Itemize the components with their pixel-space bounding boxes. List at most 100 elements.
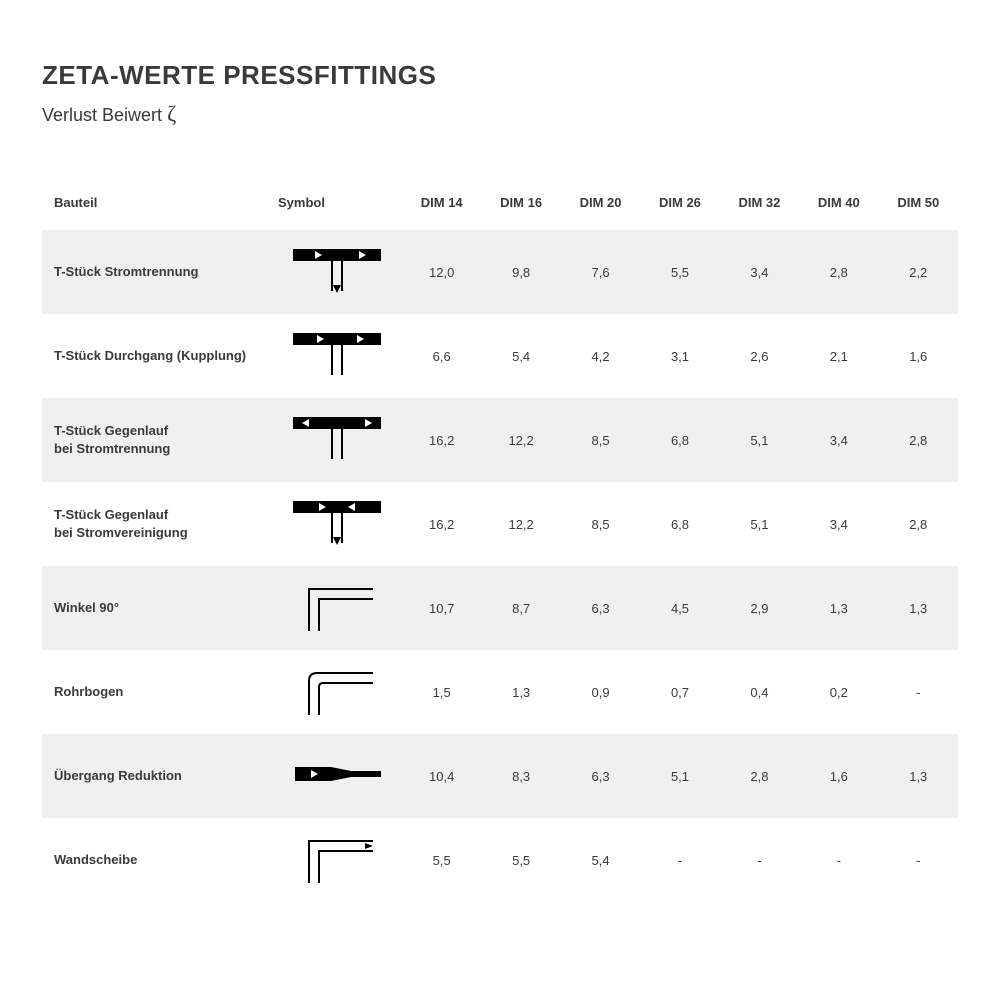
cell-value: 0,9	[561, 650, 640, 734]
cell-value: 5,4	[561, 818, 640, 902]
cell-value: 2,8	[799, 230, 878, 314]
elbow-90-icon	[287, 623, 387, 638]
cell-value: 6,8	[640, 482, 719, 566]
table-row: Winkel 90°10,78,76,34,52,91,31,3	[42, 566, 958, 650]
cell-value: -	[799, 818, 878, 902]
cell-value: -	[879, 818, 958, 902]
header-dim-40: DIM 40	[799, 185, 878, 230]
cell-value: -	[640, 818, 719, 902]
cell-value: 1,3	[879, 734, 958, 818]
cell-symbol	[272, 650, 402, 734]
cell-value: 10,4	[402, 734, 481, 818]
cell-symbol	[272, 230, 402, 314]
cell-value: 2,9	[720, 566, 799, 650]
cell-value: 1,6	[879, 314, 958, 398]
cell-symbol	[272, 398, 402, 482]
cell-value: 4,5	[640, 566, 719, 650]
cell-bauteil: T-Stück Gegenlaufbei Stromtrennung	[42, 398, 272, 482]
header-dim-16: DIM 16	[481, 185, 560, 230]
pipe-bend-icon	[287, 707, 387, 722]
reducer-icon	[287, 791, 387, 806]
cell-value: 3,4	[720, 230, 799, 314]
cell-value: 1,5	[402, 650, 481, 734]
header-dim-14: DIM 14	[402, 185, 481, 230]
cell-value: 2,1	[799, 314, 878, 398]
table-row: Rohrbogen 1,51,30,90,70,40,2-	[42, 650, 958, 734]
table-row: Übergang Reduktion 10,48,36,35,12,81,61,3	[42, 734, 958, 818]
cell-value: 2,8	[879, 398, 958, 482]
table-row: T-Stück Gegenlaufbei Stromvereinigung 16,…	[42, 482, 958, 566]
cell-symbol	[272, 314, 402, 398]
zeta-table: Bauteil Symbol DIM 14 DIM 16 DIM 20 DIM …	[42, 185, 958, 902]
cell-bauteil: T-Stück Gegenlaufbei Stromvereinigung	[42, 482, 272, 566]
cell-symbol	[272, 482, 402, 566]
cell-value: 6,8	[640, 398, 719, 482]
cell-value: 9,8	[481, 230, 560, 314]
cell-value: 1,6	[799, 734, 878, 818]
cell-value: 2,8	[879, 482, 958, 566]
cell-value: 5,5	[640, 230, 719, 314]
cell-symbol	[272, 566, 402, 650]
cell-symbol	[272, 734, 402, 818]
cell-value: 5,4	[481, 314, 560, 398]
cell-value: 3,4	[799, 398, 878, 482]
cell-value: 1,3	[879, 566, 958, 650]
t-split-icon	[287, 287, 387, 302]
cell-value: 4,2	[561, 314, 640, 398]
wall-elbow-icon	[287, 875, 387, 890]
table-row: T-Stück Durchgang (Kupplung) 6,65,44,23,1…	[42, 314, 958, 398]
cell-value: -	[879, 650, 958, 734]
cell-value: 1,3	[799, 566, 878, 650]
cell-value: 3,4	[799, 482, 878, 566]
page-subtitle: Verlust Beiwert ζ	[42, 101, 958, 127]
cell-value: 0,2	[799, 650, 878, 734]
cell-bauteil: Übergang Reduktion	[42, 734, 272, 818]
cell-symbol	[272, 818, 402, 902]
cell-value: 5,5	[481, 818, 560, 902]
cell-value: 5,5	[402, 818, 481, 902]
cell-value: 7,6	[561, 230, 640, 314]
page-title: ZETA-WERTE PRESSFITTINGS	[42, 60, 958, 91]
cell-value: 5,1	[720, 398, 799, 482]
subtitle-prefix: Verlust Beiwert	[42, 105, 167, 125]
cell-value: -	[720, 818, 799, 902]
table-body: T-Stück Stromtrennung12,09,87,65,53,42,8…	[42, 230, 958, 902]
cell-value: 2,6	[720, 314, 799, 398]
cell-bauteil: Wandscheibe	[42, 818, 272, 902]
cell-value: 8,5	[561, 482, 640, 566]
table-row: T-Stück Gegenlaufbei Stromtrennung16,212…	[42, 398, 958, 482]
cell-value: 8,3	[481, 734, 560, 818]
t-through-icon	[287, 371, 387, 386]
table-row: Wandscheibe5,55,55,4----	[42, 818, 958, 902]
header-dim-50: DIM 50	[879, 185, 958, 230]
cell-value: 2,2	[879, 230, 958, 314]
t-counter-split-icon	[287, 455, 387, 470]
cell-value: 16,2	[402, 482, 481, 566]
cell-value: 2,8	[720, 734, 799, 818]
t-counter-merge-icon	[287, 539, 387, 554]
cell-value: 1,3	[481, 650, 560, 734]
cell-value: 6,6	[402, 314, 481, 398]
cell-value: 8,7	[481, 566, 560, 650]
cell-bauteil: T-Stück Stromtrennung	[42, 230, 272, 314]
cell-value: 10,7	[402, 566, 481, 650]
table-header-row: Bauteil Symbol DIM 14 DIM 16 DIM 20 DIM …	[42, 185, 958, 230]
cell-value: 12,2	[481, 398, 560, 482]
cell-value: 0,7	[640, 650, 719, 734]
cell-value: 8,5	[561, 398, 640, 482]
cell-value: 12,0	[402, 230, 481, 314]
table-row: T-Stück Stromtrennung 12,09,87,65,53,42,8…	[42, 230, 958, 314]
header-symbol: Symbol	[272, 185, 402, 230]
cell-value: 6,3	[561, 734, 640, 818]
cell-value: 5,1	[640, 734, 719, 818]
cell-value: 12,2	[481, 482, 560, 566]
header-bauteil: Bauteil	[42, 185, 272, 230]
cell-value: 6,3	[561, 566, 640, 650]
cell-bauteil: Rohrbogen	[42, 650, 272, 734]
cell-bauteil: T-Stück Durchgang (Kupplung)	[42, 314, 272, 398]
zeta-symbol-icon: ζ	[167, 101, 176, 126]
cell-value: 0,4	[720, 650, 799, 734]
header-dim-26: DIM 26	[640, 185, 719, 230]
cell-value: 3,1	[640, 314, 719, 398]
header-dim-20: DIM 20	[561, 185, 640, 230]
